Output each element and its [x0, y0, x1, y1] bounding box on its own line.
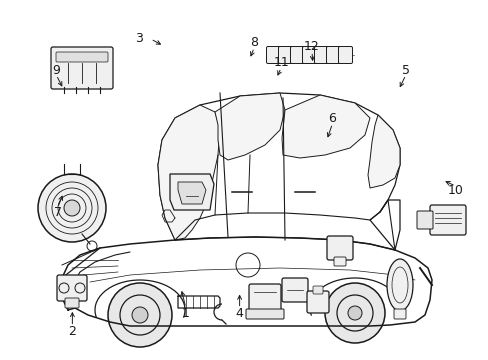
- Text: 11: 11: [273, 57, 288, 69]
- Circle shape: [38, 174, 106, 242]
- FancyBboxPatch shape: [245, 309, 284, 319]
- FancyBboxPatch shape: [312, 286, 323, 294]
- Circle shape: [108, 283, 172, 347]
- Polygon shape: [215, 93, 285, 160]
- FancyBboxPatch shape: [278, 46, 292, 63]
- FancyBboxPatch shape: [302, 46, 316, 63]
- FancyBboxPatch shape: [57, 275, 87, 301]
- Text: 10: 10: [447, 184, 463, 197]
- Text: 6: 6: [328, 112, 336, 125]
- Circle shape: [325, 283, 384, 343]
- FancyBboxPatch shape: [393, 309, 405, 319]
- Text: 3: 3: [135, 32, 143, 45]
- FancyBboxPatch shape: [326, 236, 352, 260]
- Text: 5: 5: [401, 64, 409, 77]
- FancyBboxPatch shape: [266, 46, 280, 63]
- FancyBboxPatch shape: [248, 284, 281, 312]
- FancyBboxPatch shape: [326, 46, 340, 63]
- Polygon shape: [367, 115, 399, 188]
- Circle shape: [64, 200, 80, 216]
- FancyBboxPatch shape: [338, 46, 352, 63]
- Polygon shape: [170, 174, 214, 210]
- FancyBboxPatch shape: [333, 257, 346, 266]
- Circle shape: [132, 307, 148, 323]
- Polygon shape: [158, 105, 220, 240]
- FancyBboxPatch shape: [314, 46, 328, 63]
- Text: 2: 2: [68, 325, 76, 338]
- Ellipse shape: [386, 259, 412, 311]
- FancyBboxPatch shape: [306, 291, 328, 313]
- Text: 4: 4: [235, 307, 243, 320]
- FancyBboxPatch shape: [429, 205, 465, 235]
- Text: 7: 7: [54, 206, 61, 219]
- FancyBboxPatch shape: [56, 52, 108, 62]
- FancyBboxPatch shape: [282, 278, 307, 302]
- Circle shape: [347, 306, 361, 320]
- Polygon shape: [282, 95, 369, 158]
- Text: 8: 8: [250, 36, 258, 49]
- FancyBboxPatch shape: [65, 298, 79, 308]
- Polygon shape: [178, 182, 205, 204]
- FancyBboxPatch shape: [290, 46, 304, 63]
- FancyBboxPatch shape: [51, 47, 113, 89]
- Text: 12: 12: [304, 40, 319, 53]
- FancyBboxPatch shape: [416, 211, 432, 229]
- Text: 9: 9: [52, 64, 60, 77]
- Text: 1: 1: [182, 307, 189, 320]
